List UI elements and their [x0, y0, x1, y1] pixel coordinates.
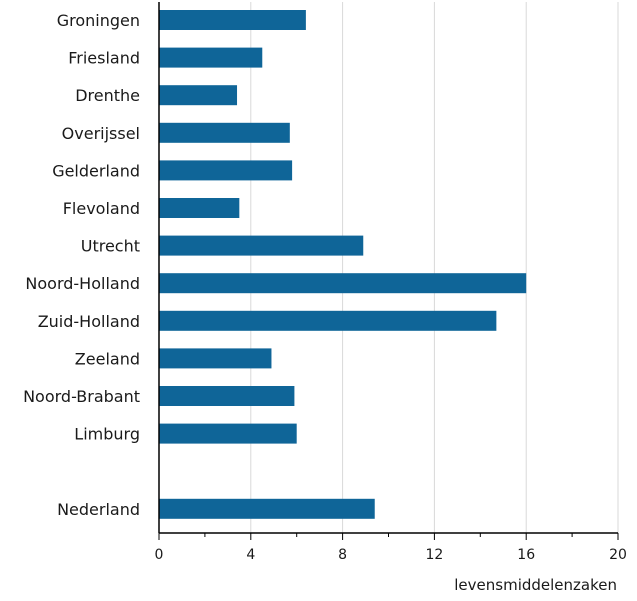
- x-tick-label-8: 8: [338, 547, 347, 563]
- category-label-friesland: Friesland: [68, 49, 140, 68]
- bar-groningen: [159, 10, 306, 30]
- gridlines: [250, 2, 619, 533]
- x-tick-label-20: 20: [609, 547, 627, 563]
- bar-zeeland: [159, 348, 272, 369]
- bar-drenthe: [159, 85, 238, 106]
- x-axis-label: levensmiddelenzaken: [454, 576, 617, 594]
- bar-gelderland: [159, 160, 293, 181]
- category-label-utrecht: Utrecht: [81, 237, 140, 256]
- x-tick-label-4: 4: [246, 547, 255, 563]
- bar-overijssel: [159, 122, 290, 143]
- x-axis: 0 4 8 12 16 20: [155, 2, 627, 563]
- x-tick-label-0: 0: [155, 547, 164, 563]
- bar-noord-brabant: [159, 386, 295, 406]
- bar-utrecht: [159, 235, 364, 256]
- category-label-nederland: Nederland: [57, 500, 140, 519]
- x-tick-label-12: 12: [425, 547, 443, 563]
- category-label-noord-brabant: Noord-Brabant: [23, 387, 140, 406]
- bar-flevoland: [159, 198, 240, 218]
- bar-nederland: [159, 498, 375, 519]
- category-label-drenthe: Drenthe: [75, 86, 140, 105]
- category-label-noord-holland: Noord-Holland: [25, 274, 140, 293]
- bar-limburg: [159, 423, 297, 444]
- bar-friesland: [159, 47, 263, 68]
- category-label-flevoland: Flevoland: [63, 199, 140, 218]
- category-label-gelderland: Gelderland: [52, 161, 140, 180]
- category-labels: Groningen Friesland Drenthe Overijssel Gelde…: [23, 11, 140, 519]
- bars: [159, 10, 527, 519]
- x-tick-label-16: 16: [517, 547, 535, 563]
- category-label-limburg: Limburg: [74, 425, 140, 444]
- bar-noord-holland: [159, 273, 527, 294]
- category-label-zeeland: Zeeland: [75, 349, 140, 368]
- category-label-zuid-holland: Zuid-Holland: [38, 312, 140, 331]
- category-label-overijssel: Overijssel: [62, 124, 140, 143]
- bar-zuid-holland: [159, 310, 497, 331]
- category-label-groningen: Groningen: [57, 11, 140, 30]
